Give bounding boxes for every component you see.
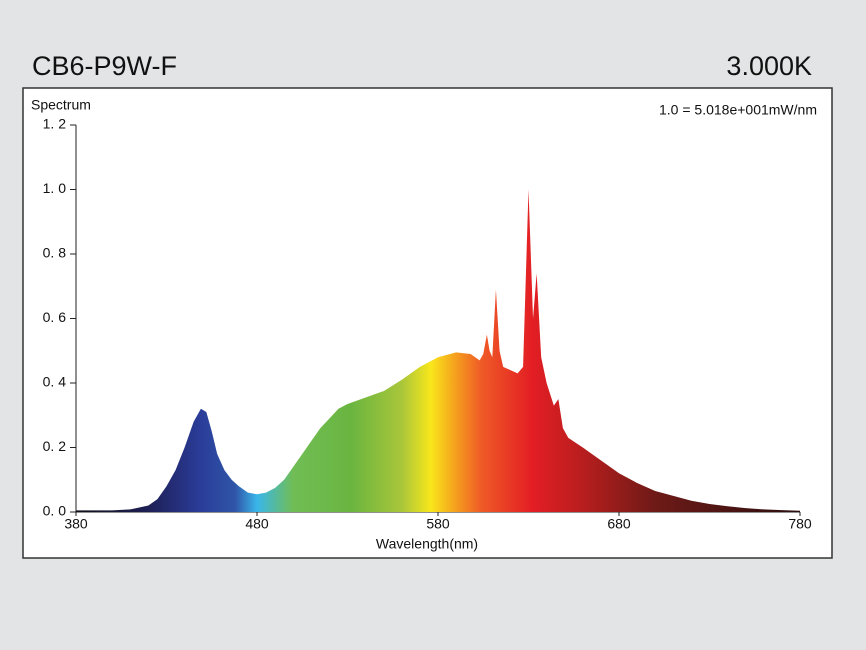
- x-axis-label: Wavelength(nm): [376, 536, 478, 552]
- y-tick-label: 1. 0: [43, 180, 67, 196]
- y-tick-label: 1. 2: [43, 116, 67, 132]
- spectrum-area: [76, 189, 800, 512]
- y-tick-label: 0. 4: [43, 374, 67, 390]
- model-title: CB6-P9W-F: [32, 51, 177, 81]
- x-tick-label: 680: [607, 516, 631, 532]
- x-tick-label: 780: [788, 516, 812, 532]
- x-tick-label: 480: [245, 516, 269, 532]
- annotation: 1.0 = 5.018e+001mW/nm: [659, 102, 817, 118]
- x-tick-label: 580: [426, 516, 450, 532]
- y-axis-label: Spectrum: [31, 97, 91, 113]
- cct-title: 3.000K: [726, 51, 812, 81]
- x-tick-label: 380: [64, 516, 88, 532]
- y-tick-label: 0. 8: [43, 245, 67, 261]
- y-tick-label: 0. 0: [43, 503, 67, 519]
- y-tick-label: 0. 6: [43, 309, 67, 325]
- y-tick-label: 0. 2: [43, 438, 67, 454]
